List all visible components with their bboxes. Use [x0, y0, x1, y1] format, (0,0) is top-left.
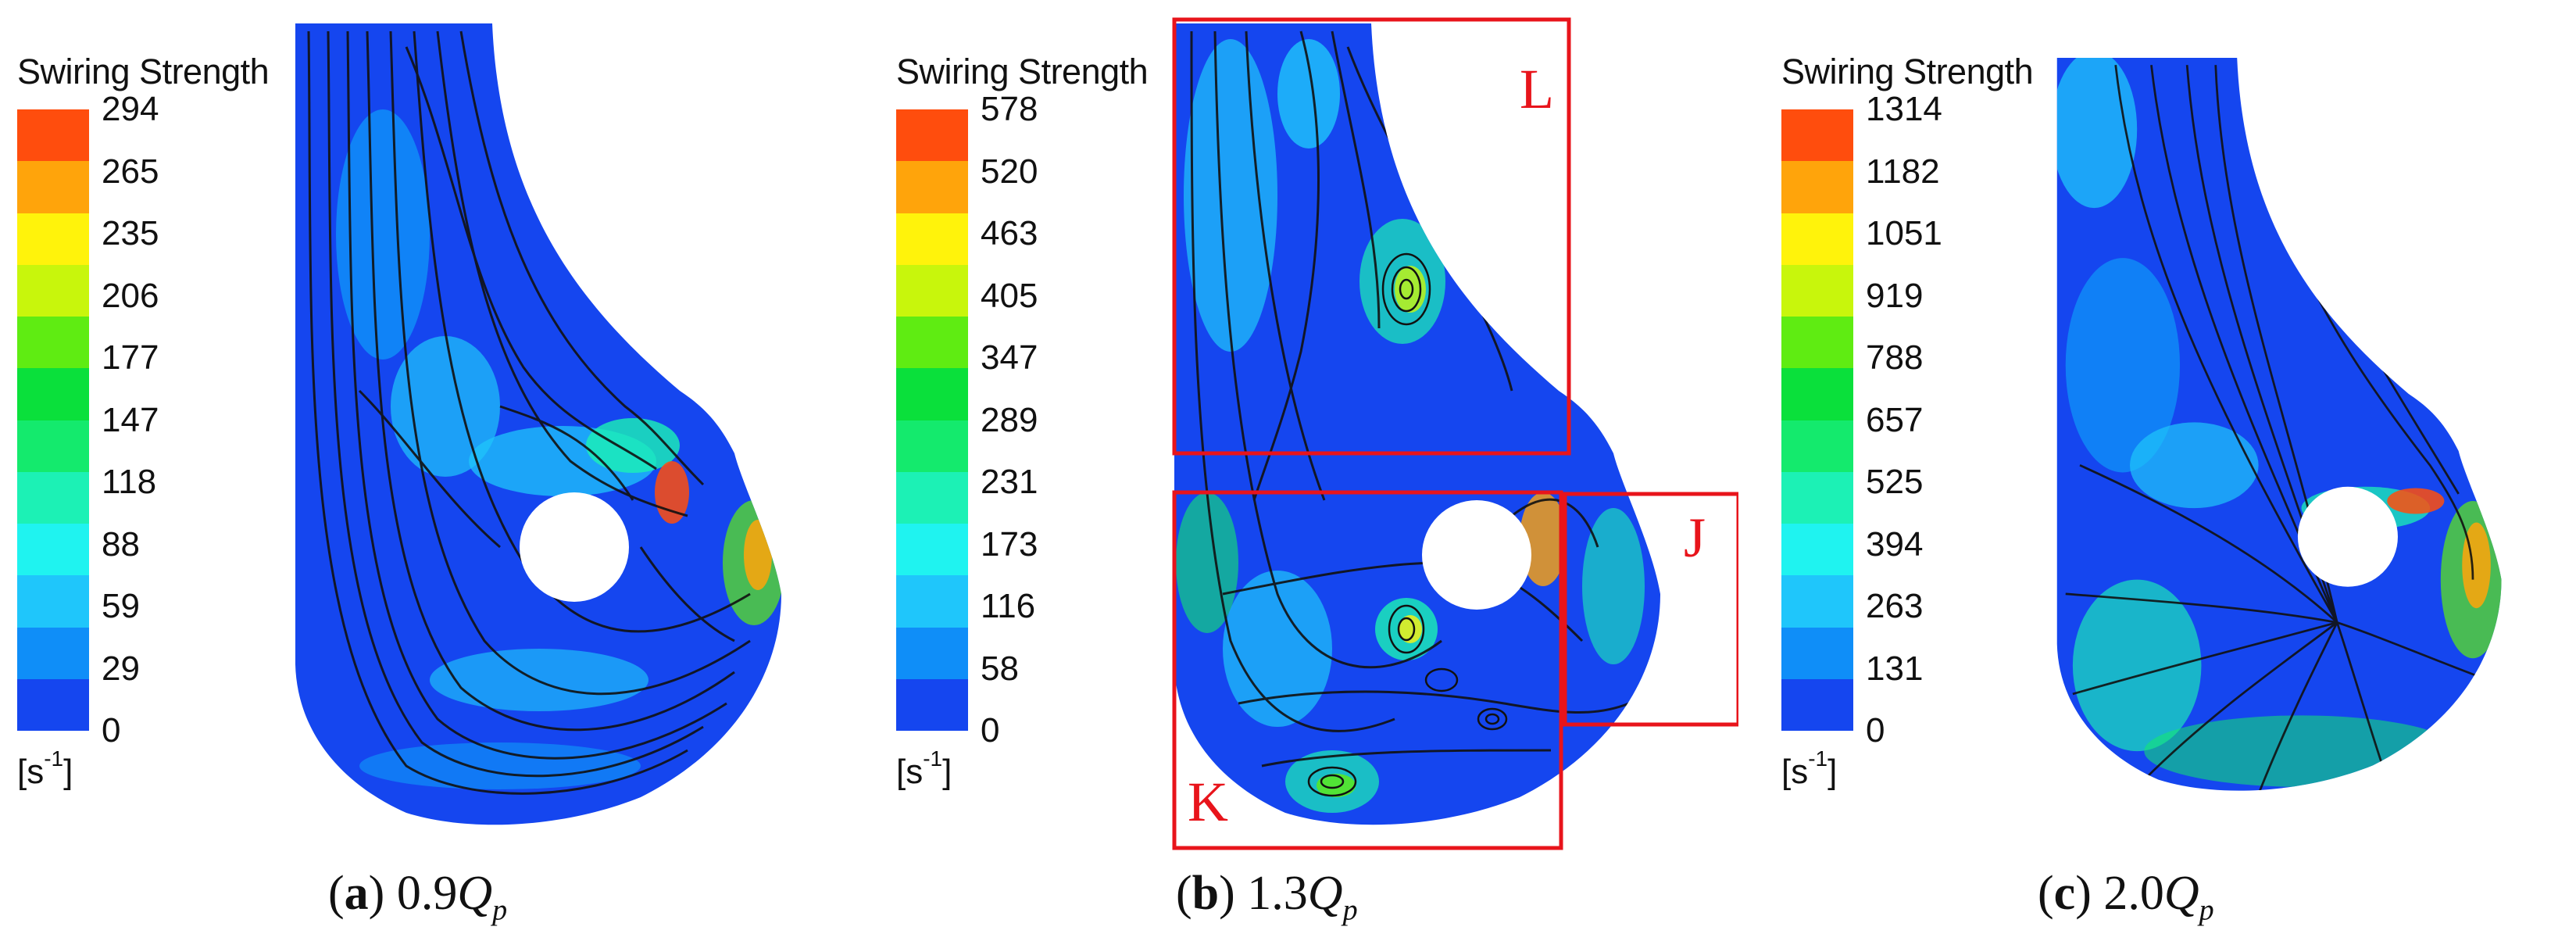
colorbar-band — [17, 109, 89, 162]
colorbar-tick: 1314 — [1866, 90, 1942, 128]
colorbar-unit: [s-1] — [17, 746, 73, 791]
colorbar-band — [17, 317, 89, 369]
colorbar-tick: 59 — [102, 587, 140, 625]
colorbar-tick: 173 — [981, 524, 1038, 564]
volute-contour-plot — [1174, 23, 1660, 825]
colorbar-title: Swiring Strength — [896, 52, 1149, 91]
colorbar-tick: 520 — [981, 152, 1038, 191]
colorbar-band — [896, 317, 968, 369]
colorbar-band — [1781, 317, 1853, 369]
colorbar-band — [17, 627, 89, 679]
colorbar-tick: 525 — [1866, 463, 1924, 501]
colorbar-band — [896, 471, 968, 524]
panel-c: Swiring Strength 1314 1182 1051 919 788 … — [1764, 0, 2576, 941]
colorbar-tick: 131 — [1866, 649, 1924, 688]
colorbar-tick: 657 — [1866, 400, 1924, 439]
colorbar-tick: 463 — [981, 214, 1038, 252]
colorbar-tick: 147 — [102, 400, 159, 439]
colorbar-title: Swiring Strength — [17, 52, 270, 91]
colorbar-band — [17, 575, 89, 628]
colorbar-band — [1781, 471, 1853, 524]
colorbar-tick: 289 — [981, 400, 1038, 439]
colorbar-band — [1781, 161, 1853, 213]
colorbar-band — [896, 575, 968, 628]
colorbar-tick: 177 — [102, 338, 159, 377]
zone-label: L — [1520, 58, 1554, 120]
colorbar-band — [896, 368, 968, 420]
zone-outlines: L K J — [1172, 17, 1738, 850]
colorbar-tick: 788 — [1866, 338, 1924, 377]
colorbar-tick: 0 — [102, 711, 121, 750]
colorbar-tick: 235 — [102, 214, 159, 252]
zone-box-j — [1563, 492, 1738, 727]
colorbar-band — [17, 471, 89, 524]
colorbar-band — [1781, 264, 1853, 317]
colorbar-band — [1781, 213, 1853, 265]
colorbar-band — [896, 627, 968, 679]
colorbar-band — [896, 524, 968, 576]
colorbar-scale — [1781, 109, 1853, 731]
colorbar-band — [1781, 109, 1853, 162]
volute-contour-plot — [295, 23, 781, 825]
colorbar-unit: [s-1] — [1781, 746, 1838, 791]
panel-caption: (c) 2.0Qp — [2038, 867, 2214, 927]
colorbar-band — [1781, 627, 1853, 679]
colorbar-tick: 58 — [981, 649, 1019, 688]
zone-box-l — [1172, 17, 1571, 456]
colorbar-tick: 29 — [102, 649, 140, 688]
colorbar-tick: 394 — [1866, 524, 1924, 564]
colorbar-tick: 265 — [102, 152, 159, 191]
colorbar-tick: 88 — [102, 524, 140, 564]
colorbar-band — [17, 264, 89, 317]
colorbar-tick: 263 — [1866, 587, 1924, 625]
colorbar-band — [1781, 678, 1853, 731]
colorbar-tick: 1051 — [1866, 214, 1942, 252]
colorbar-band — [17, 161, 89, 213]
impeller-hub — [1422, 500, 1531, 610]
colorbar-tick: 1182 — [1866, 152, 1940, 191]
colorbar-band — [17, 420, 89, 472]
panel-caption: (a) 0.9Qp — [328, 867, 508, 927]
colorbar-tick: 578 — [981, 90, 1038, 128]
colorbar-band — [896, 213, 968, 265]
colorbar-scale — [896, 109, 968, 731]
colorbar-band — [896, 264, 968, 317]
colorbar-unit: [s-1] — [896, 746, 952, 791]
colorbar-band — [17, 524, 89, 576]
colorbar-tick: 347 — [981, 338, 1038, 377]
colorbar-tick: 206 — [102, 276, 159, 315]
zone-box-k — [1172, 490, 1563, 850]
colorbar-tick: 294 — [102, 90, 159, 128]
impeller-hub — [520, 492, 629, 602]
colorbar-band — [1781, 575, 1853, 628]
panel-b: Swiring Strength 578 520 463 405 347 289… — [879, 0, 1738, 941]
colorbar-band — [896, 420, 968, 472]
panel-a: Swiring Strength 294 265 235 206 177 147… — [0, 0, 859, 941]
colorbar-tick: 118 — [102, 463, 157, 501]
colorbar-tick: 0 — [1866, 711, 1885, 750]
volute-contour-plot — [2056, 58, 2502, 791]
zone-label: K — [1188, 771, 1228, 833]
colorbar-tick: 919 — [1866, 276, 1924, 315]
colorbar-band — [1781, 368, 1853, 420]
zone-label: J — [1684, 506, 1706, 569]
panel-caption: (b) 1.3Qp — [1176, 867, 1358, 927]
colorbar-tick: 231 — [981, 463, 1038, 501]
colorbar-title: Swiring Strength — [1781, 52, 2034, 91]
colorbar-band — [17, 368, 89, 420]
colorbar-band — [896, 109, 968, 162]
colorbar-scale — [17, 109, 89, 731]
colorbar-band — [17, 678, 89, 731]
colorbar-band — [1781, 420, 1853, 472]
colorbar-tick: 0 — [981, 711, 1000, 750]
colorbar-band — [896, 678, 968, 731]
colorbar-band — [896, 161, 968, 213]
colorbar-band — [1781, 524, 1853, 576]
impeller-hub — [2297, 486, 2398, 587]
colorbar-band — [17, 213, 89, 265]
colorbar-tick: 405 — [981, 276, 1038, 315]
colorbar-tick: 116 — [981, 587, 1036, 625]
